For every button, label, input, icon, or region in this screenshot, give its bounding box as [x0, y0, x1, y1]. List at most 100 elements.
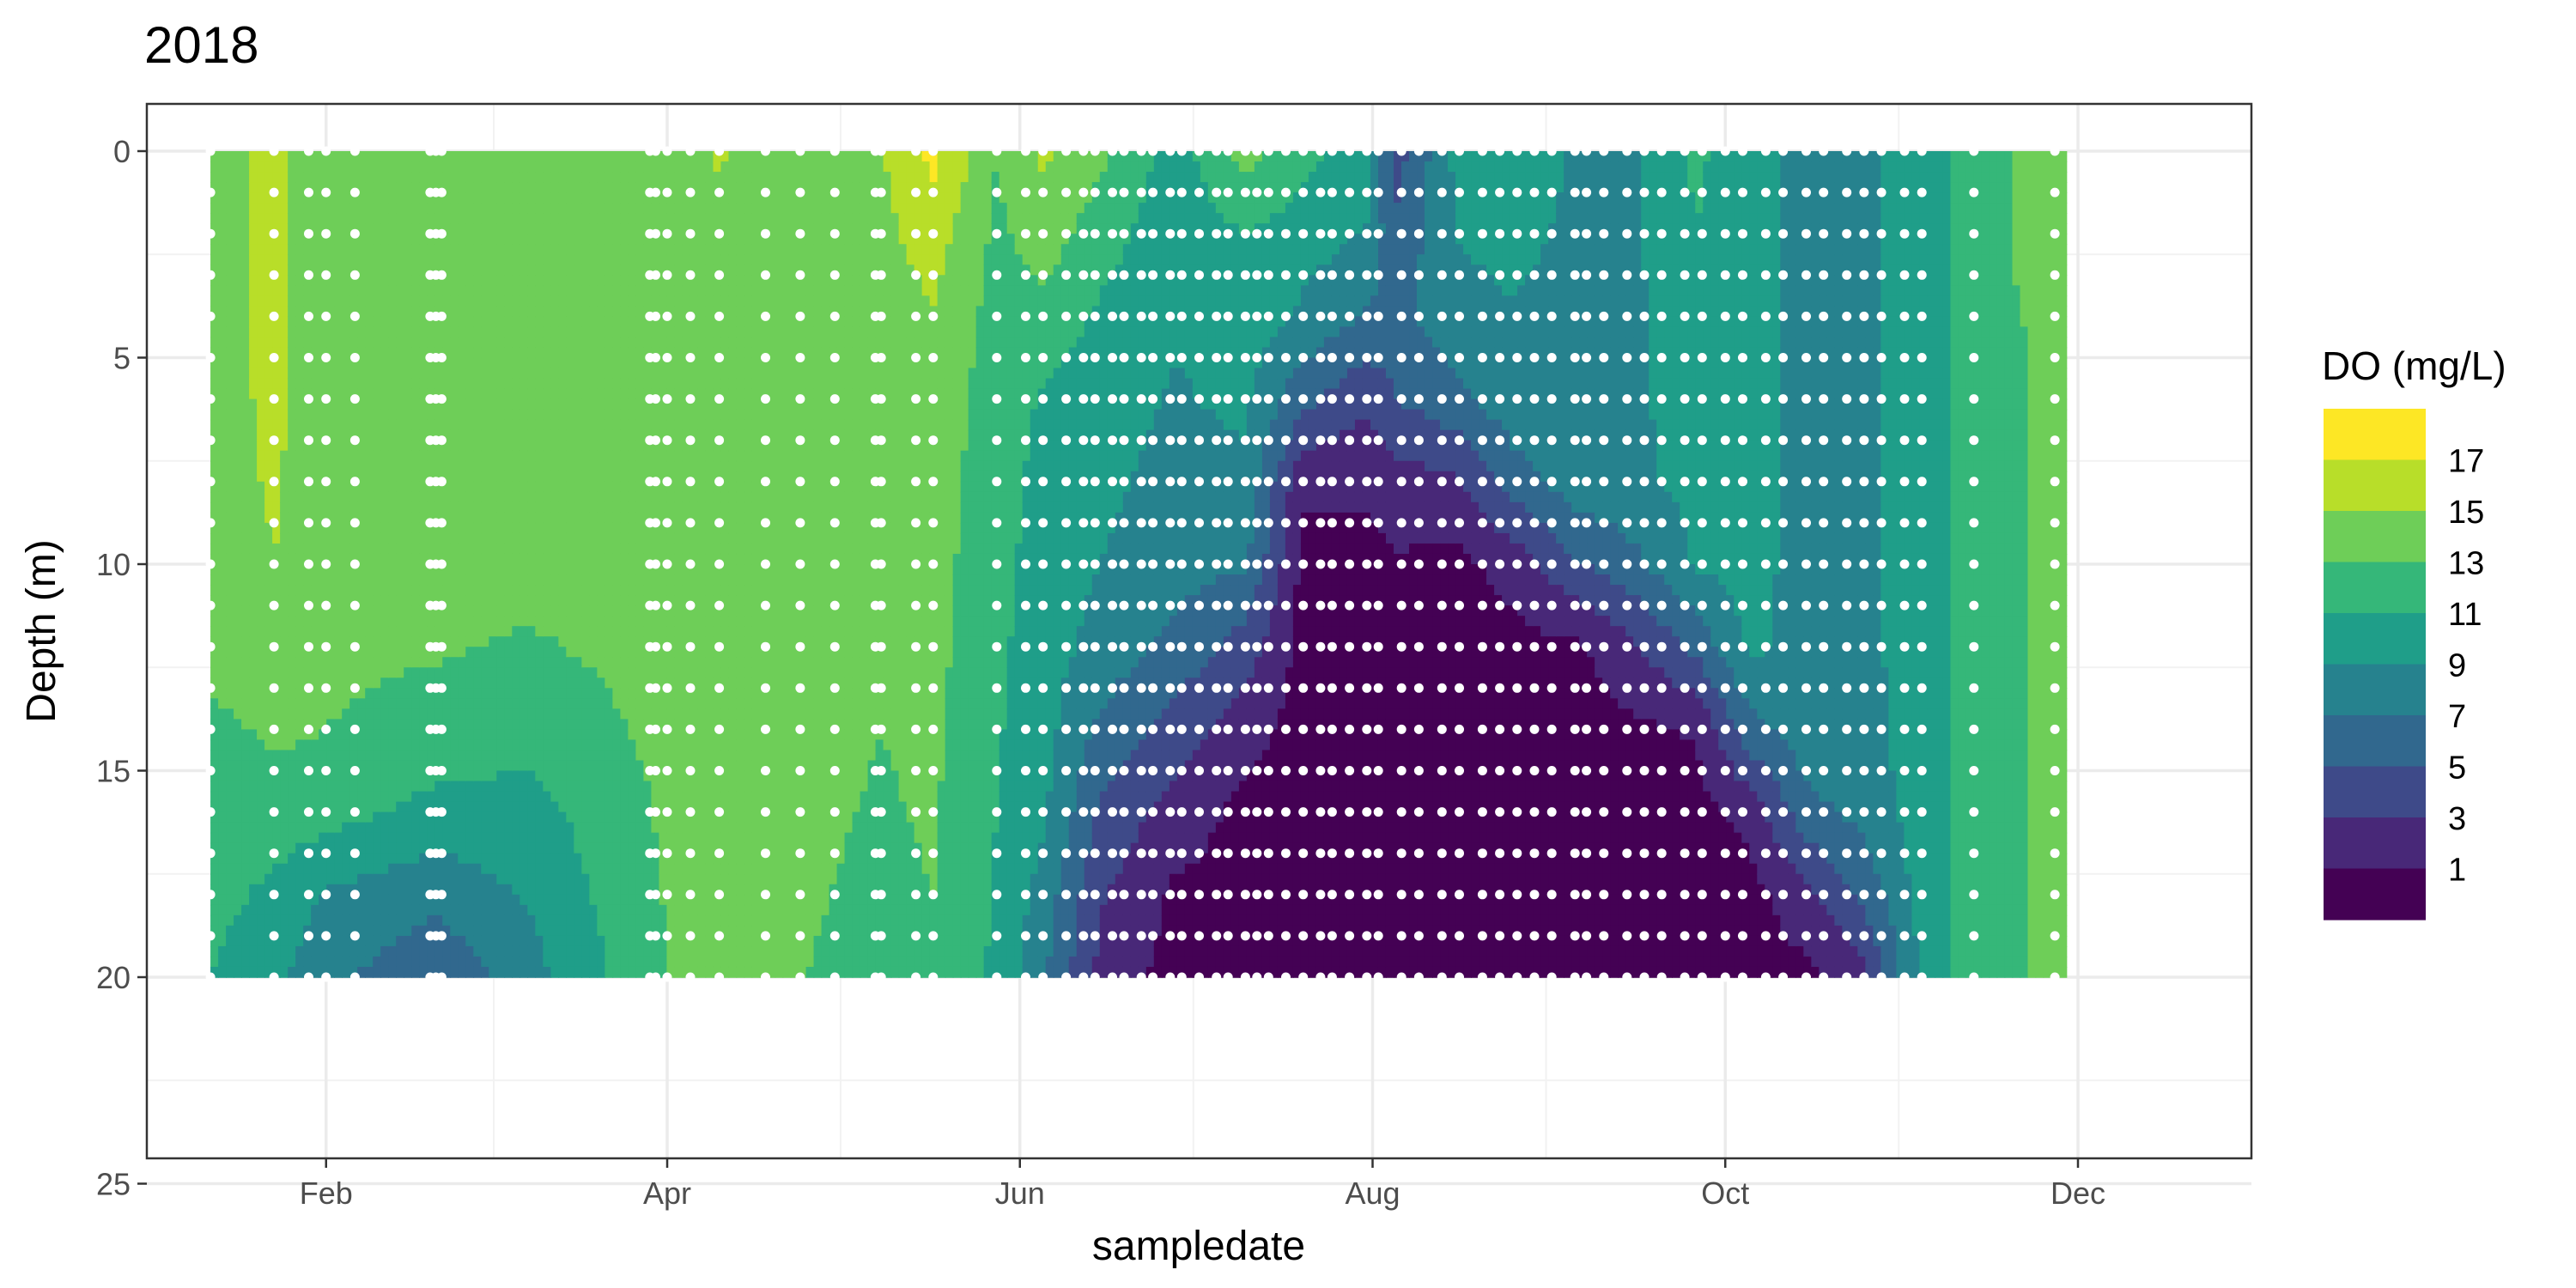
- heatmap-cell: [295, 326, 304, 338]
- heatmap-cell: [264, 925, 273, 937]
- heatmap-cell: [651, 285, 660, 297]
- heatmap-cell: [527, 595, 537, 606]
- heatmap-cell: [550, 688, 560, 700]
- heatmap-cell: [527, 337, 537, 349]
- heatmap-cell: [396, 192, 405, 204]
- heatmap-cell: [434, 295, 444, 307]
- heatmap-cell: [481, 914, 490, 927]
- heatmap-cell: [489, 667, 498, 679]
- heatmap-cell: [311, 657, 319, 669]
- heatmap-cell: [666, 729, 676, 741]
- heatmap-cell: [326, 357, 335, 369]
- heatmap-cell: [319, 522, 327, 534]
- heatmap-cell: [550, 894, 560, 906]
- heatmap-cell: [659, 822, 668, 834]
- heatmap-cell: [319, 616, 327, 627]
- heatmap-cell: [450, 667, 459, 679]
- heatmap-cell: [342, 636, 350, 648]
- heatmap-cell: [543, 471, 552, 483]
- heatmap-cell: [396, 357, 405, 369]
- heatmap-cell: [659, 182, 668, 193]
- heatmap-cell: [574, 760, 583, 772]
- heatmap-cell: [605, 585, 614, 596]
- heatmap-cell: [581, 532, 591, 544]
- heatmap-cell: [357, 512, 366, 524]
- heatmap-cell: [218, 244, 227, 256]
- heatmap-cell: [628, 223, 637, 235]
- heatmap-cell: [434, 894, 444, 906]
- heatmap-cell: [550, 234, 560, 246]
- heatmap-cell: [504, 688, 513, 700]
- heatmap-cell: [574, 295, 583, 307]
- heatmap-cell: [481, 192, 490, 204]
- heatmap-cell: [419, 873, 428, 885]
- heatmap-cell: [496, 264, 506, 276]
- heatmap-cell: [349, 450, 358, 462]
- heatmap-cell: [682, 398, 691, 410]
- heatmap-cell: [404, 275, 413, 287]
- heatmap-cell: [342, 471, 350, 483]
- heatmap-cell: [427, 254, 436, 266]
- heatmap-cell: [597, 388, 606, 400]
- heatmap-cell: [674, 956, 683, 968]
- heatmap-cell: [241, 605, 250, 617]
- heatmap-cell: [218, 316, 227, 328]
- heatmap-cell: [326, 326, 335, 338]
- heatmap-cell: [241, 770, 250, 782]
- heatmap-cell: [635, 244, 645, 256]
- heatmap-cell: [620, 585, 629, 596]
- heatmap-cell: [550, 595, 560, 606]
- heatmap-cell: [543, 750, 552, 762]
- heatmap-cell: [651, 914, 660, 927]
- heatmap-cell: [496, 347, 506, 359]
- heatmap-cell: [365, 357, 374, 369]
- heatmap-cell: [589, 522, 598, 534]
- heatmap-cell: [264, 161, 273, 173]
- heatmap-cell: [373, 440, 382, 452]
- heatmap-cell: [465, 781, 475, 793]
- heatmap-cell: [465, 501, 475, 513]
- heatmap-cell: [512, 254, 521, 266]
- heatmap-cell: [635, 275, 645, 287]
- heatmap-cell: [574, 585, 583, 596]
- heatmap-cell: [612, 234, 622, 246]
- heatmap-cell: [543, 873, 552, 885]
- heatmap-cell: [489, 605, 498, 617]
- heatmap-cell: [543, 945, 552, 957]
- heatmap-cell: [574, 719, 583, 731]
- heatmap-cell: [450, 739, 459, 751]
- heatmap-cell: [589, 347, 598, 359]
- heatmap-cell: [635, 595, 645, 606]
- heatmap-cell: [365, 781, 374, 793]
- heatmap-cell: [357, 543, 366, 555]
- heatmap-cell: [434, 626, 444, 637]
- heatmap-cell: [666, 811, 676, 823]
- heatmap-cell: [643, 460, 653, 472]
- heatmap-cell: [651, 295, 660, 307]
- heatmap-cell: [357, 647, 366, 659]
- heatmap-cell: [419, 853, 428, 865]
- heatmap-cell: [481, 904, 490, 916]
- heatmap-cell: [342, 698, 350, 710]
- heatmap-cell: [280, 295, 289, 307]
- heatmap-cell: [589, 935, 598, 947]
- heatmap-cell: [404, 770, 413, 782]
- heatmap-cell: [311, 192, 319, 204]
- heatmap-cell: [280, 945, 289, 957]
- heatmap-cell: [489, 553, 498, 565]
- heatmap-cell: [434, 605, 444, 617]
- heatmap-cell: [311, 378, 319, 390]
- heatmap-cell: [342, 543, 350, 555]
- heatmap-cell: [218, 203, 227, 214]
- heatmap-cell: [659, 398, 668, 410]
- heatmap-cell: [434, 914, 444, 927]
- heatmap-cell: [319, 914, 327, 927]
- heatmap-cell: [380, 698, 390, 710]
- heatmap-cell: [257, 574, 265, 586]
- heatmap-cell: [543, 347, 552, 359]
- heatmap-cell: [319, 770, 327, 782]
- heatmap-cell: [450, 326, 459, 338]
- heatmap-cell: [682, 254, 691, 266]
- heatmap-cell: [527, 326, 537, 338]
- heatmap-cell: [365, 647, 374, 659]
